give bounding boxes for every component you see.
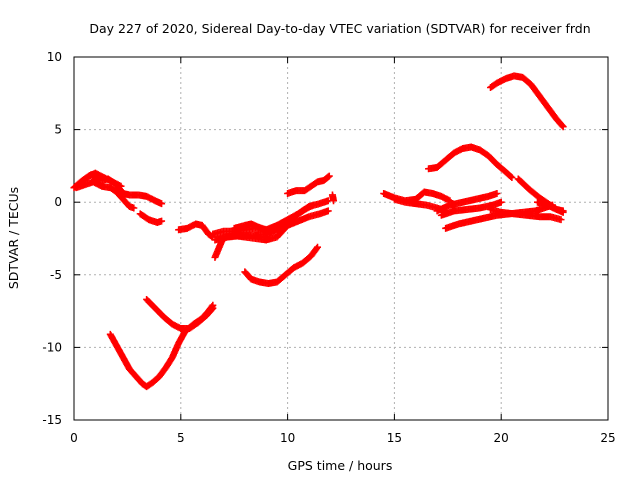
data-point — [559, 207, 567, 215]
data-point — [557, 216, 565, 224]
series-arc-i — [230, 220, 270, 234]
data-point — [309, 201, 317, 209]
data-point — [325, 172, 333, 180]
series-arc-s — [433, 189, 501, 215]
series-arc-c — [76, 169, 125, 190]
data-point — [117, 182, 125, 190]
x-tick-label: 15 — [387, 431, 402, 445]
y-tick-label: 5 — [54, 123, 62, 137]
series-arc-k — [328, 191, 338, 205]
data-series — [70, 72, 567, 391]
x-tick-label: 0 — [70, 431, 78, 445]
series-arc-x — [534, 198, 567, 215]
x-tick-label: 20 — [494, 431, 509, 445]
axis-ticks: 0 5 10 15 20 25 -15 -10 -5 0 5 10 — [42, 50, 615, 445]
data-point — [262, 226, 270, 234]
y-tick-label: -10 — [42, 340, 62, 354]
data-point — [313, 244, 321, 252]
series-arc-e — [175, 220, 217, 241]
data-point — [314, 243, 322, 251]
x-axis-label: GPS time / hours — [288, 458, 393, 473]
data-point — [497, 198, 505, 206]
data-point — [559, 123, 567, 131]
grid — [74, 57, 608, 420]
data-point — [324, 173, 332, 181]
series-arc-q — [425, 143, 516, 182]
data-point — [558, 122, 566, 130]
series-arc-d — [136, 210, 166, 227]
series-arc-j — [284, 172, 333, 197]
series-arc-v — [487, 205, 565, 224]
data-point — [330, 197, 338, 205]
x-tick-label: 5 — [177, 431, 185, 445]
series-arc-t — [437, 198, 505, 219]
data-point — [158, 217, 166, 225]
chart-title: Day 227 of 2020, Sidereal Day-to-day VTE… — [89, 21, 590, 36]
data-point — [209, 304, 217, 312]
data-point — [130, 204, 138, 212]
data-point — [208, 305, 216, 313]
plot-frame — [73, 56, 609, 421]
y-tick-label: 10 — [47, 50, 62, 64]
y-tick-label: -15 — [42, 413, 62, 427]
series-arc-r — [487, 72, 567, 131]
y-axis-label: SDTVAR / TECUs — [6, 187, 21, 289]
data-point — [507, 173, 515, 181]
x-tick-label: 10 — [280, 431, 295, 445]
data-point — [158, 200, 166, 208]
data-point — [324, 207, 332, 215]
y-tick-label: -5 — [50, 268, 62, 282]
series-arc-n — [143, 295, 217, 333]
x-tick-label: 25 — [600, 431, 615, 445]
data-point — [508, 174, 516, 182]
data-point — [493, 189, 501, 197]
y-tick-label: 0 — [54, 195, 62, 209]
series-arc-h — [211, 201, 317, 261]
series-arc-l — [241, 243, 322, 288]
